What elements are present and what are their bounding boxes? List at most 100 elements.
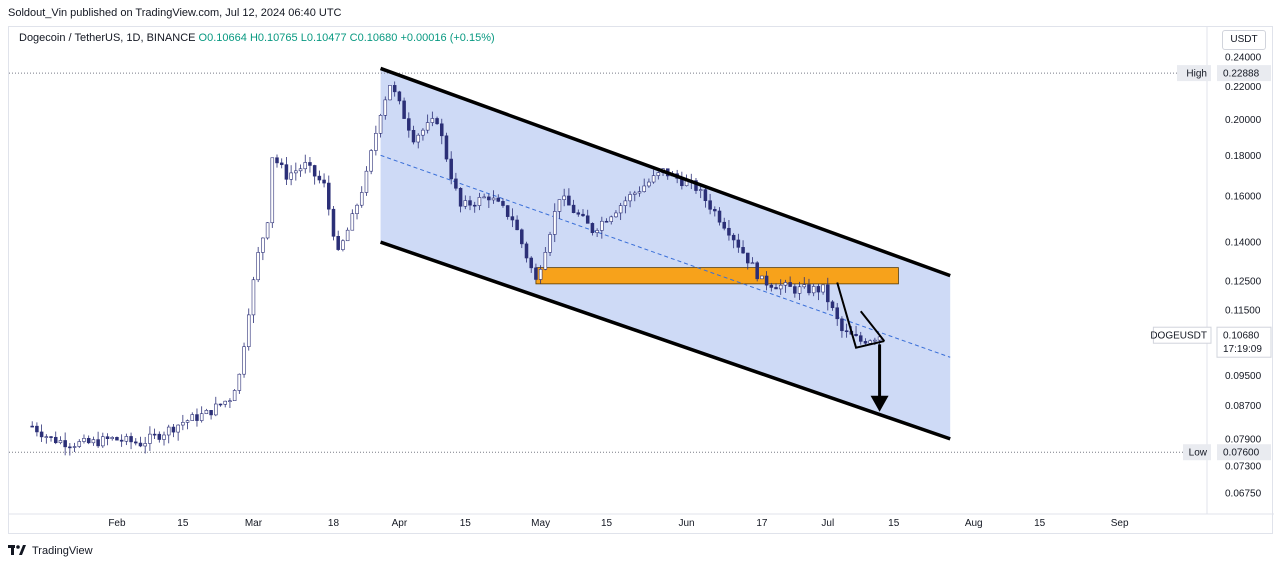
x-tick-label: Sep [1111,518,1129,529]
candle-body [501,201,505,206]
symbol-tag-bg [1152,326,1212,344]
candle-body [119,439,124,442]
candle-body [49,436,53,438]
candle-body [392,85,397,93]
candle-body [741,247,745,254]
candle-body [166,426,171,436]
candle-body [520,229,524,245]
candle-body [209,410,213,416]
candle-body [279,162,284,165]
candle-body [623,200,628,206]
ohlc-low: L0.10477 [300,32,347,44]
candle-body [374,133,378,151]
candle-body [246,314,251,347]
candle-body [82,438,86,442]
channel-lower-line [379,240,951,441]
candle-body [232,390,237,402]
candle-body [449,158,453,180]
pennant-upper [859,310,886,342]
candle-body [472,204,477,207]
y-tick-label: 0.08700 [1225,401,1262,412]
ohlc-open: O0.10664 [198,32,247,44]
candle-body [72,446,77,448]
candle-body [633,192,637,195]
candle-body [844,330,849,333]
candle-body [571,204,576,213]
candle-body [204,410,209,415]
high-value-bg [1217,65,1271,82]
candle-body [350,213,355,231]
x-tick-label: Mar [245,518,263,529]
candle-body [322,179,326,184]
candle-body [736,239,741,248]
low-value-bg [1217,444,1271,461]
candle-body [58,440,63,444]
y-tick-label: 0.07300 [1225,462,1262,473]
candle-body [218,403,223,406]
candle-body [444,135,449,160]
candle-body [746,252,750,264]
tradingview-logo-icon [8,545,26,555]
candle-body [228,400,232,403]
ohlc-high: H0.10765 [249,32,298,44]
published-by: Soldout_Vin published on TradingView.com… [8,7,342,19]
candle-body [176,424,180,433]
candle-body [567,195,571,206]
candle-body [355,204,359,215]
candle-body [101,436,105,447]
candle-body [397,91,402,102]
channel-upper-line [379,66,951,278]
candle-body [811,286,816,294]
candle-body [835,307,839,320]
candle-body [91,439,96,444]
candle-body [402,100,406,119]
currency-button[interactable]: USDT [1222,30,1266,50]
x-tick-label: 18 [328,518,340,529]
candle-body [708,200,712,210]
candle-body [755,262,759,280]
price-chart[interactable]: 0.24000 0.22000 0.20000 0.18000 0.16000 0.140… [9,27,1274,535]
candle-body [440,123,444,137]
candle-body [505,205,510,217]
candle-body [468,200,472,206]
candle-body [524,243,529,259]
candle-body [411,129,416,143]
last-price-value: 0.10680 [1223,331,1260,342]
candle-body [557,199,562,212]
x-tick-label: 15 [177,518,189,529]
candle-body [152,433,157,436]
x-tick-label: Aug [965,518,983,529]
ohlc-close: C0.10680 [349,32,398,44]
candle-body [731,234,736,241]
candle-body [261,237,265,253]
candle-body [868,340,872,344]
chart-panel[interactable]: 0.24000 0.22000 0.20000 0.18000 0.16000 0.140… [8,26,1274,535]
y-tick-label: 0.14000 [1225,238,1262,249]
candle-body [242,346,246,375]
candle-body [647,181,651,187]
ohlc-change: +0.00016 (+0.15%) [400,32,495,44]
candle-body [115,437,119,441]
candle-body [463,200,468,207]
candle-body [256,252,260,281]
candle-body [628,194,632,202]
candle-body [538,269,543,280]
candle-body [430,118,435,123]
candle-body [703,189,708,202]
candle-body [496,197,501,202]
candle-body [63,440,67,448]
y-tick-label: 0.16000 [1225,192,1262,203]
candle-body [425,122,430,131]
candle-body [651,175,656,183]
candle-body [774,287,778,290]
candle-body [807,284,811,294]
x-tick-label: 15 [888,518,900,529]
candle-body [604,220,609,223]
candle-body [298,168,303,172]
candle-body [331,208,336,237]
candle-body [129,436,133,443]
channel-fill [380,68,951,439]
candle-body [477,197,482,206]
candle-body [96,439,100,447]
candle-body [284,164,289,180]
